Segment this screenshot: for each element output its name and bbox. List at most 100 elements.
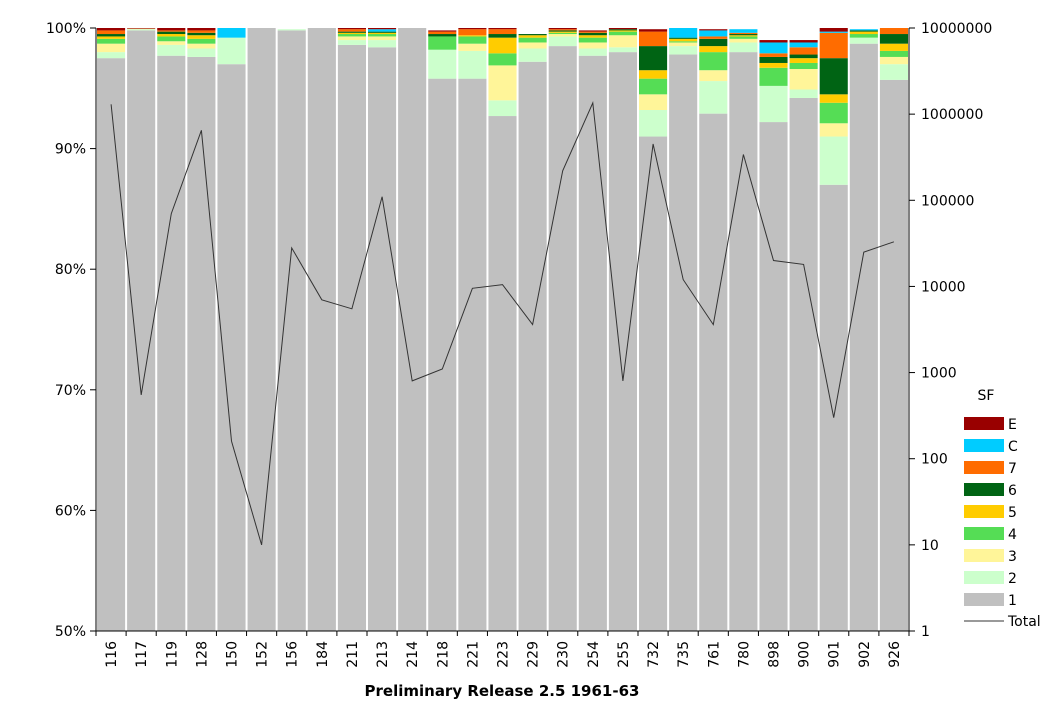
legend-label-sf-6: 6 xyxy=(1008,483,1017,499)
bar-segment-255-sf-2 xyxy=(608,47,637,53)
bar-segment-229-sf-1 xyxy=(518,61,547,631)
total-line xyxy=(110,100,895,546)
legend-label-total: Total xyxy=(1007,614,1041,630)
bar-segment-254-sf-6 xyxy=(578,32,607,36)
bar-segment-117-sf-2 xyxy=(127,29,156,31)
bar-segment-780-sf-6 xyxy=(729,34,758,36)
bar-segment-119-sf-3 xyxy=(157,41,186,45)
bar-segment-211-sf-2 xyxy=(337,40,366,45)
bar-segment-761-sf-2 xyxy=(699,81,728,114)
bar-segment-900-sf-1 xyxy=(789,97,818,631)
bar-segment-254-sf-E xyxy=(578,30,607,32)
x-tick-label: 213 xyxy=(375,641,391,668)
bar-segment-221-sf-4 xyxy=(458,36,487,44)
bar-segment-128-sf-2 xyxy=(187,48,216,57)
bar-segment-732-sf-1 xyxy=(639,136,668,632)
bar-segment-213-sf-2 xyxy=(368,40,397,48)
right-tick-label: 1000000 xyxy=(921,107,983,123)
legend-swatch-sf-2 xyxy=(964,571,1004,584)
right-tick-label: 10 xyxy=(921,538,939,554)
left-tick-label: 80% xyxy=(55,262,86,278)
legend-label-sf-E: E xyxy=(1008,417,1017,433)
bar-segment-255-sf-4 xyxy=(608,31,637,36)
bar-segment-223-sf-E xyxy=(488,28,517,30)
bar-segment-902-sf-5 xyxy=(849,31,878,35)
x-tick-label: 732 xyxy=(646,641,662,668)
bar-segment-780-sf-7 xyxy=(729,32,758,35)
bar-segment-218-sf-E xyxy=(428,30,457,32)
legend-label-sf-4: 4 xyxy=(1008,527,1017,543)
bar-segment-732-sf-3 xyxy=(639,94,668,111)
bar-segment-229-sf-5 xyxy=(518,35,547,38)
bar-segment-761-sf-6 xyxy=(699,38,728,47)
bar-segment-780-sf-1 xyxy=(729,52,758,632)
bar-segment-150-sf-2 xyxy=(217,37,246,65)
x-tick-label: 184 xyxy=(315,641,331,668)
legend-label-sf-3: 3 xyxy=(1008,549,1017,565)
bar-segment-116-sf-6 xyxy=(97,34,126,37)
bar-segment-230-sf-5 xyxy=(548,31,577,33)
right-tick-label: 100 xyxy=(921,452,948,468)
bar-segment-117-sf-3 xyxy=(127,28,156,30)
bar-segment-901-sf-6 xyxy=(819,58,848,95)
right-tick-label: 100000 xyxy=(921,193,974,209)
bar-segment-119-sf-E xyxy=(157,28,186,31)
bar-segment-150-sf-C xyxy=(217,28,246,38)
total-line-layer xyxy=(110,100,895,546)
bar-segment-254-sf-7 xyxy=(578,31,607,33)
bar-segment-898-sf-5 xyxy=(759,62,788,68)
legend-label-sf-5: 5 xyxy=(1008,505,1017,521)
bar-segment-255-sf-5 xyxy=(608,30,637,32)
bar-segment-211-sf-3 xyxy=(337,36,366,41)
bar-segment-926-sf-4 xyxy=(879,50,908,57)
bar-segment-926-sf-1 xyxy=(879,79,908,632)
bar-segment-223-sf-2 xyxy=(488,100,517,117)
bar-segment-901-sf-2 xyxy=(819,136,848,185)
x-tick-label: 150 xyxy=(225,641,241,668)
bar-segment-900-sf-C xyxy=(789,42,818,48)
legend-swatch-sf-7 xyxy=(964,461,1004,474)
bar-segment-128-sf-7 xyxy=(187,30,216,33)
bar-segment-230-sf-7 xyxy=(548,29,577,31)
bar-segment-780-sf-3 xyxy=(729,38,758,43)
bar-segment-223-sf-4 xyxy=(488,53,517,66)
bar-segment-732-sf-6 xyxy=(639,46,668,71)
bar-segment-230-sf-4 xyxy=(548,32,577,35)
x-tick-label: 901 xyxy=(827,641,843,668)
legend-title: SF xyxy=(978,388,995,404)
bar-segment-902-sf-1 xyxy=(849,43,878,632)
bar-segment-735-sf-1 xyxy=(669,54,698,631)
bar-segment-901-sf-E xyxy=(819,28,848,32)
bars-layer xyxy=(97,28,908,632)
legend-label-sf-7: 7 xyxy=(1008,461,1017,477)
x-tick-label: 116 xyxy=(104,641,120,668)
bar-segment-211-sf-5 xyxy=(337,32,366,35)
bar-segment-116-sf-3 xyxy=(97,43,126,53)
bar-segment-902-sf-6 xyxy=(849,30,878,32)
bar-segment-900-sf-3 xyxy=(789,69,818,90)
bar-segment-218-sf-1 xyxy=(428,78,457,631)
bar-segment-119-sf-5 xyxy=(157,34,186,37)
legend-label-sf-2: 2 xyxy=(1008,571,1017,587)
x-axis-title: Preliminary Release 2.5 1961-63 xyxy=(365,682,640,700)
bar-segment-761-sf-1 xyxy=(699,113,728,631)
bar-segment-229-sf-2 xyxy=(518,48,547,62)
bar-segment-761-sf-7 xyxy=(699,36,728,39)
x-tick-label: 902 xyxy=(857,641,873,668)
bar-segment-900-sf-6 xyxy=(789,54,818,59)
legend-swatch-sf-6 xyxy=(964,483,1004,496)
bar-segment-229-sf-6 xyxy=(518,34,547,36)
x-tick-label: 214 xyxy=(405,641,421,668)
x-tick-label: 900 xyxy=(797,641,813,668)
bar-segment-230-sf-3 xyxy=(548,34,577,37)
bar-segment-221-sf-3 xyxy=(458,43,487,51)
bar-segment-901-sf-C xyxy=(819,31,848,33)
bar-segment-119-sf-2 xyxy=(157,44,186,56)
bar-segment-116-sf-1 xyxy=(97,58,126,631)
left-tick-label: 100% xyxy=(46,21,86,37)
bar-segment-732-sf-4 xyxy=(639,78,668,95)
bar-segment-900-sf-7 xyxy=(789,47,818,55)
x-tick-label: 119 xyxy=(164,641,180,668)
bar-segment-900-sf-5 xyxy=(789,58,818,63)
